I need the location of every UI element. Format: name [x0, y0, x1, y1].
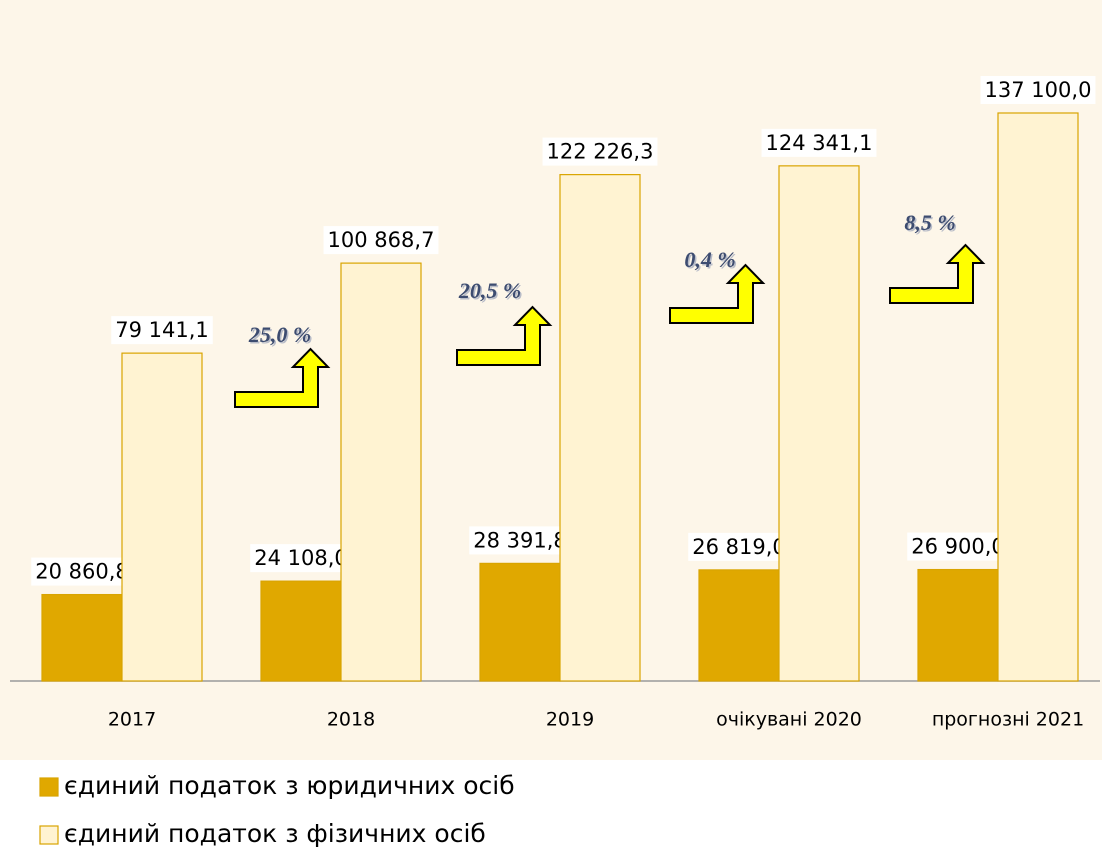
- growth-label-shadow: 25,0 %: [249, 324, 312, 349]
- growth-label: 0,4 %: [684, 247, 735, 272]
- bar: [260, 580, 342, 682]
- growth-arrow: [669, 263, 766, 324]
- bar: [121, 352, 203, 682]
- data-label: 137 100,0: [985, 78, 1092, 102]
- data-label: 26 900,0: [911, 535, 1005, 559]
- legend-swatch: [39, 777, 59, 797]
- data-label: 100 868,7: [328, 228, 435, 252]
- data-label-group: 124 341,1: [761, 128, 877, 157]
- data-label-background: [542, 137, 658, 166]
- data-label-group: 137 100,0: [980, 76, 1096, 104]
- data-label-background: [250, 544, 352, 573]
- data-label-group: 79 141,1: [111, 316, 213, 345]
- data-label-group: 122 226,3: [542, 137, 658, 166]
- data-label-group: 26 900,0: [907, 532, 1009, 561]
- data-label: 124 341,1: [766, 131, 873, 155]
- data-label-group: 28 391,8: [469, 526, 571, 555]
- growth-label: 25,0 %: [248, 322, 311, 347]
- bar: [559, 174, 641, 682]
- bar: [917, 568, 999, 682]
- x-tick-label: 2018: [327, 709, 375, 731]
- data-label: 28 391,8: [473, 528, 567, 552]
- legend-swatch: [39, 825, 59, 845]
- data-label: 79 141,1: [115, 318, 209, 342]
- bar: [778, 165, 860, 682]
- growth-arrow: [234, 347, 331, 408]
- growth-label: 8,5 %: [904, 210, 955, 235]
- growth-label-shadow: 20,5 %: [459, 280, 522, 305]
- bar: [479, 562, 561, 682]
- bar: [340, 262, 422, 682]
- data-label-background: [761, 128, 877, 157]
- data-label-background: [111, 316, 213, 345]
- data-label-group: 26 819,0: [688, 532, 790, 561]
- legend-label: єдиний податок з фізичних осіб: [64, 819, 486, 848]
- data-label: 26 819,0: [692, 535, 786, 559]
- x-tick-label: прогнозні 2021: [932, 709, 1084, 731]
- growth-label-shadow: 8,5 %: [906, 212, 957, 237]
- data-label-background: [469, 526, 571, 555]
- data-label-background: [980, 76, 1096, 104]
- bar: [698, 569, 780, 682]
- data-label-background: [31, 557, 133, 586]
- growth-label-shadow: 0,4 %: [686, 249, 737, 274]
- data-label: 20 860,8: [35, 560, 129, 584]
- growth-arrow: [456, 305, 553, 366]
- x-tick-label: очікувані 2020: [716, 709, 862, 731]
- growth-label: 20,5 %: [458, 278, 521, 303]
- legend-label: єдиний податок з юридичних осіб: [64, 771, 515, 800]
- data-label-group: 20 860,8: [31, 557, 133, 586]
- data-label: 122 226,3: [547, 140, 654, 164]
- data-label-background: [907, 532, 1009, 561]
- data-label-group: 24 108,0: [250, 544, 352, 573]
- growth-arrow: [889, 243, 986, 304]
- data-label-background: [688, 532, 790, 561]
- data-label-group: 100 868,7: [323, 226, 439, 255]
- x-tick-label: 2019: [546, 709, 594, 731]
- data-label: 24 108,0: [254, 546, 348, 570]
- data-label-background: [323, 226, 439, 255]
- x-tick-label: 2017: [108, 709, 156, 731]
- bar: [41, 593, 123, 682]
- bar: [997, 112, 1079, 682]
